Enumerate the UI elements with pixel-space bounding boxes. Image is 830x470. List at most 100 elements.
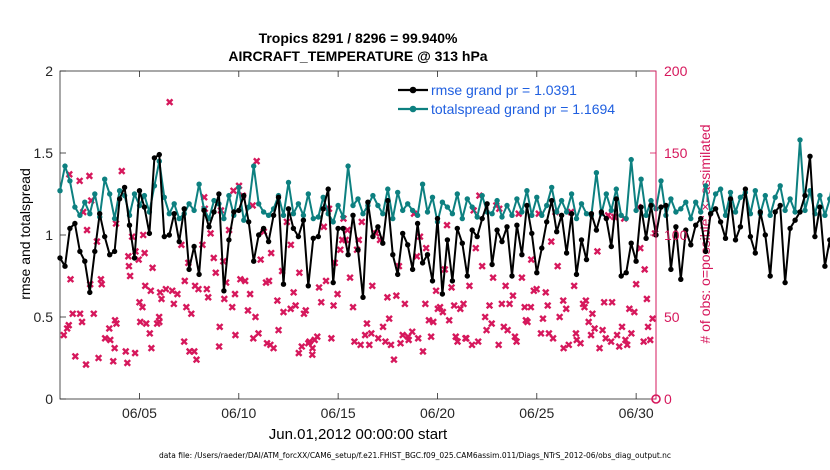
assimilated-marker (66, 275, 75, 283)
assimilated-marker (140, 249, 149, 257)
rmse-point (568, 211, 575, 217)
rmse-point (300, 217, 307, 223)
assimilated-marker (379, 323, 387, 331)
rmse-point (141, 204, 148, 210)
rmse-point (742, 186, 749, 192)
rmse-point (221, 288, 227, 294)
totalspread-point (703, 183, 709, 189)
assimilated-marker (317, 298, 325, 306)
totalspread-point (698, 209, 704, 215)
assimilated-marker (547, 237, 555, 246)
totalspread-point (335, 202, 341, 209)
assimilated-marker (244, 306, 252, 315)
totalspread-point (305, 191, 311, 197)
assimilated-marker (580, 303, 589, 311)
y-right-tick-label: 50 (664, 309, 680, 325)
totalspread-point (295, 201, 302, 207)
rmse-point (787, 225, 793, 232)
assimilated-marker (608, 298, 616, 306)
rmse-point (757, 209, 763, 215)
assimilated-marker (329, 301, 338, 310)
rmse-point (395, 271, 401, 278)
totalspread-point (529, 212, 535, 218)
totalspread-point (310, 215, 316, 222)
assimilated-marker (162, 285, 170, 293)
rmse-point (181, 206, 187, 212)
assimilated-marker (241, 277, 249, 285)
rmse-point (211, 209, 217, 215)
rmse-point (340, 225, 346, 232)
y-right-tick-label: 150 (664, 145, 688, 161)
totalspread-point (375, 202, 381, 209)
rmse-point (216, 191, 222, 197)
rmse-point (72, 220, 78, 227)
totalspread-point (777, 183, 783, 189)
assimilated-marker (588, 310, 597, 318)
totalspread-point (350, 202, 356, 209)
rmse-point (350, 212, 356, 218)
assimilated-marker (83, 226, 91, 234)
rmse-point (186, 266, 192, 273)
totalspread-point (265, 212, 272, 218)
assimilated-marker (220, 295, 228, 303)
assimilated-marker (71, 352, 79, 361)
assimilated-marker (192, 355, 201, 364)
totalspread-point (499, 214, 505, 220)
rmse-point (593, 227, 600, 233)
assimilated-marker (251, 313, 260, 321)
assimilated-marker (559, 344, 568, 352)
assimilated-marker (203, 285, 211, 293)
totalspread-point (628, 156, 634, 163)
assimilated-marker (432, 287, 440, 295)
assimilated-marker (590, 324, 599, 333)
assimilated-marker (147, 287, 155, 295)
rmse-point (469, 227, 475, 233)
legend-box (395, 80, 650, 120)
totalspread-point (449, 211, 456, 217)
rmse-point (693, 222, 699, 228)
totalspread-point (613, 186, 619, 192)
totalspread-point (688, 215, 694, 222)
totalspread-point (643, 212, 649, 218)
rmse-point (315, 233, 321, 240)
rmse-point (400, 230, 406, 237)
rmse-point (380, 240, 386, 246)
totalspread-point (489, 211, 495, 217)
x-tick-label: 06/15 (321, 405, 356, 421)
assimilated-marker (387, 341, 395, 349)
totalspread-point (340, 214, 346, 220)
totalspread-point (464, 196, 470, 202)
totalspread-point (131, 191, 138, 197)
totalspread-point (554, 209, 560, 215)
assimilated-marker (618, 323, 626, 331)
assimilated-marker (157, 295, 166, 303)
x-tick-label: 06/05 (122, 405, 157, 421)
rmse-point (817, 204, 823, 210)
totalspread-point (111, 215, 118, 222)
totalspread-point (534, 194, 540, 200)
rmse-point (618, 273, 624, 279)
assimilated-marker (554, 262, 562, 270)
totalspread-point (504, 202, 510, 209)
assimilated-marker (408, 328, 416, 336)
assimilated-marker (94, 354, 103, 362)
assimilated-marker (582, 296, 590, 305)
assimilated-marker (69, 310, 77, 318)
assimilated-marker (549, 334, 557, 342)
rmse-point (290, 225, 297, 232)
x-tick-label: 06/25 (519, 405, 554, 421)
totalspread-point (107, 191, 113, 197)
totalspread-point (385, 186, 391, 192)
assimilated-marker (503, 326, 512, 334)
assimilated-marker (419, 347, 427, 356)
rmse-point (544, 219, 550, 225)
assimilated-marker (181, 277, 189, 285)
rmse-point (534, 270, 540, 276)
rmse-point (489, 261, 495, 268)
assimilated-marker (365, 341, 373, 349)
assimilated-marker (136, 318, 144, 326)
totalspread-point (87, 211, 93, 217)
assimilated-marker (381, 337, 390, 346)
totalspread-point (67, 178, 73, 184)
